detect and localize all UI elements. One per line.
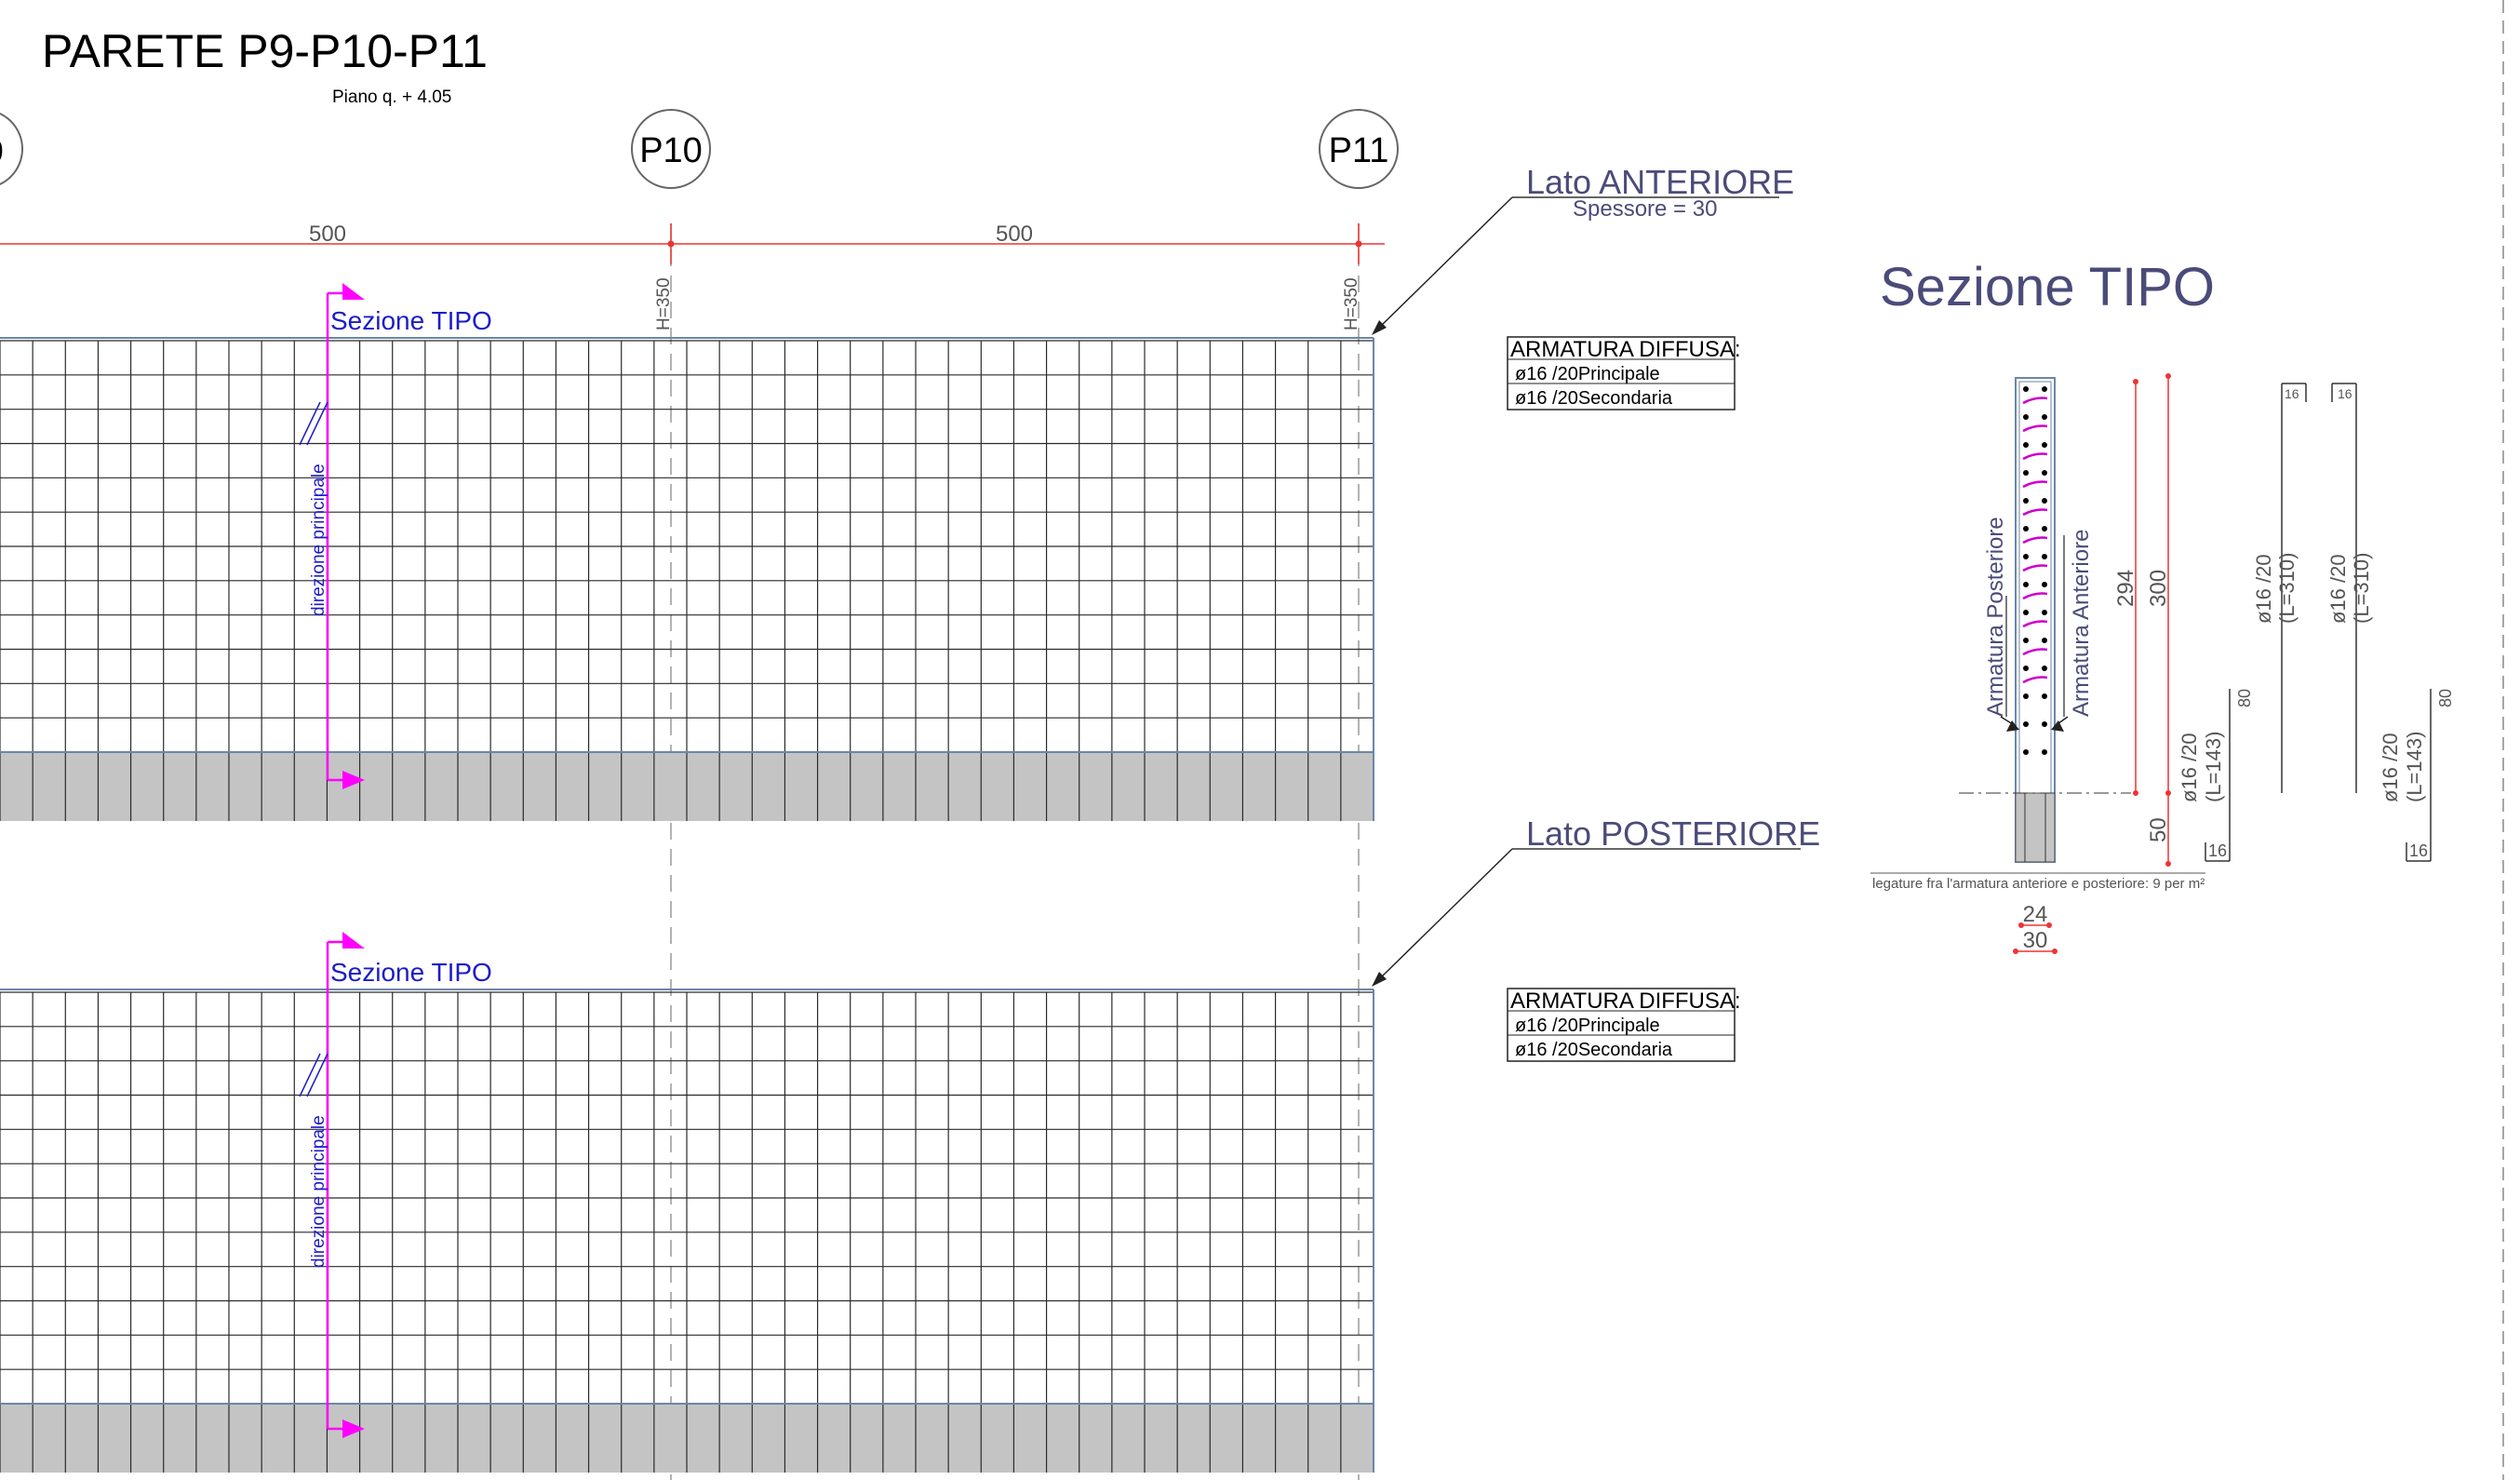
svg-text:16: 16 [2338, 386, 2352, 401]
svg-text:16: 16 [2409, 841, 2428, 860]
dim-inner-width: 24 [2023, 902, 2048, 927]
reinforcement-box-back: ARMATURA DIFFUSA: ø16 /20Principale ø16 … [1507, 988, 1741, 1062]
svg-text:80: 80 [2436, 689, 2455, 707]
dim-footing: 50 [2146, 817, 2171, 842]
reinforcement-box-front: ARMATURA DIFFUSA: ø16 /20Principale ø16 … [1507, 336, 1741, 410]
svg-text:80: 80 [2235, 689, 2254, 707]
section-marker-label-front: Sezione TIPO [330, 306, 492, 335]
wall-thickness: Spessore = 30 [1573, 196, 1717, 222]
ties-note: legature fra l'armatura anteriore e post… [1872, 876, 2205, 892]
section-marker-front: Sezione TIPO direzione principale [299, 283, 492, 789]
svg-text:ø16 /20Principale: ø16 /20Principale [1515, 1016, 1660, 1036]
svg-text:(L=143): (L=143) [2202, 732, 2225, 802]
wall-panel-back [0, 989, 1374, 1473]
typical-section-detail: Armatura Posteriore Armatura Anteriore 2… [1870, 373, 2205, 954]
svg-text:16: 16 [2208, 841, 2227, 860]
drawing-title: PARETE P9-P10-P11 [42, 25, 488, 77]
label-back-reinforcement: Armatura Posteriore [1983, 517, 2008, 717]
section-marker-back: Sezione TIPO direzione principale [299, 932, 492, 1438]
direction-label-back: direzione principale [309, 1115, 328, 1268]
height-tag-p10: H=350 [654, 277, 674, 330]
svg-text:Lato ANTERIORE: Lato ANTERIORE [1526, 163, 1794, 201]
axis-bubble-p9: P9 [0, 112, 23, 186]
svg-text:ø16 /20: ø16 /20 [2326, 554, 2350, 624]
svg-text:ARMATURA DIFFUSA:: ARMATURA DIFFUSA: [1510, 989, 1741, 1014]
bar-schedule: 16 ø16 /20 (L=310) 16 ø16 /20 (L=310) 16… [2178, 383, 2455, 862]
svg-text:P11: P11 [1329, 131, 1389, 170]
bar-schedule-item: 16 ø16 /20 (L=310) [2326, 383, 2373, 793]
bar-schedule-item: 16 ø16 /20 (L=310) [2252, 383, 2307, 793]
svg-text:ø16 /20: ø16 /20 [2252, 554, 2275, 624]
svg-text:ø16 /20Principale: ø16 /20Principale [1515, 364, 1660, 384]
axis-bubble-p11: P11 [1319, 109, 1399, 189]
bar-schedule-item: 16 80 ø16 /20 (L=143) [2379, 689, 2455, 862]
svg-text:P10: P10 [639, 131, 703, 170]
svg-text:ø16 /20: ø16 /20 [2379, 733, 2402, 802]
height-tag-p11: H=350 [1342, 277, 1361, 330]
svg-text:16: 16 [2285, 386, 2299, 401]
svg-text:P9: P9 [0, 132, 4, 170]
dim-inner-height: 294 [2113, 570, 2138, 607]
section-title: Sezione TIPO [1880, 257, 2215, 317]
svg-text:ø16 /20Secondaria: ø16 /20Secondaria [1515, 1040, 1673, 1060]
svg-text:(L=310): (L=310) [2350, 553, 2373, 624]
dimension-span-2: 500 [996, 222, 1033, 247]
svg-text:(L=310): (L=310) [2275, 553, 2299, 624]
side-label-back: Lato POSTERIORE [1372, 814, 1820, 987]
svg-text:ARMATURA DIFFUSA:: ARMATURA DIFFUSA: [1510, 337, 1741, 362]
dim-total-height: 300 [2146, 570, 2171, 607]
section-marker-label-back: Sezione TIPO [330, 958, 492, 987]
label-front-reinforcement: Armatura Anteriore [2069, 530, 2094, 717]
side-label-front: Lato ANTERIORE Spessore = 30 [1372, 163, 1794, 335]
dimension-line-top: 500 500 [0, 222, 1385, 264]
bar-schedule-item: 16 80 ø16 /20 (L=143) [2178, 689, 2254, 862]
svg-text:ø16 /20Secondaria: ø16 /20Secondaria [1515, 388, 1673, 409]
svg-text:Lato POSTERIORE: Lato POSTERIORE [1526, 814, 1820, 853]
floor-level: Piano q. + 4.05 [332, 87, 451, 107]
dim-total-width: 30 [2023, 928, 2048, 953]
direction-label-front: direzione principale [309, 464, 328, 616]
svg-text:(L=143): (L=143) [2403, 732, 2426, 802]
dimension-span-1: 500 [309, 222, 346, 247]
wall-panel-front [0, 337, 1374, 821]
axis-bubble-p10: P10 [631, 109, 711, 189]
svg-text:ø16 /20: ø16 /20 [2178, 733, 2201, 802]
